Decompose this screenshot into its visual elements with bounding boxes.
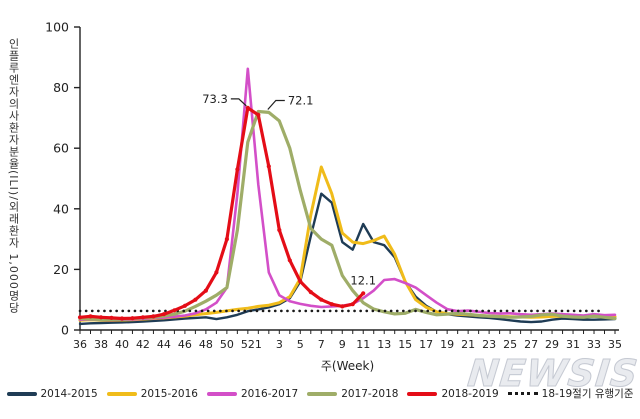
x-tick-label: 35 bbox=[608, 338, 622, 351]
series-line-2018-2019 bbox=[78, 106, 365, 321]
series-marker bbox=[350, 302, 355, 307]
y-tick-label: 60 bbox=[53, 141, 69, 156]
legend-swatch-2017-2018 bbox=[307, 391, 338, 396]
series-marker bbox=[109, 315, 114, 320]
series-marker bbox=[140, 315, 145, 320]
legend-label: 2014-2015 bbox=[40, 387, 98, 400]
x-tick-label: 42 bbox=[136, 338, 150, 351]
series-marker bbox=[193, 297, 198, 302]
series-marker bbox=[119, 316, 125, 321]
x-tick-label: 44 bbox=[157, 338, 171, 351]
series-marker bbox=[77, 315, 83, 320]
legend-item-2016-2017: 2016-2017 bbox=[206, 387, 299, 400]
x-tick-label: 46 bbox=[178, 338, 192, 351]
series-marker bbox=[235, 167, 240, 172]
x-tick-label: 21 bbox=[461, 338, 475, 351]
y-tick-label: 40 bbox=[53, 201, 69, 216]
series-marker bbox=[298, 279, 303, 284]
series-marker bbox=[151, 314, 156, 319]
series-line-2017-2018 bbox=[78, 109, 617, 321]
legend-item-2015-2016: 2015-2016 bbox=[106, 387, 198, 400]
y-tick-label: 0 bbox=[61, 323, 69, 338]
series-marker bbox=[361, 291, 366, 296]
series-marker bbox=[224, 237, 229, 242]
y-tick-label: 20 bbox=[53, 262, 69, 277]
series-marker bbox=[130, 316, 135, 321]
annotation-leader bbox=[230, 98, 247, 107]
x-tick-label: 27 bbox=[524, 338, 538, 351]
y-tick-label: 100 bbox=[45, 20, 69, 35]
legend-item-2014-2015: 2014-2015 bbox=[6, 387, 98, 400]
series-marker bbox=[245, 105, 250, 110]
series-marker bbox=[329, 302, 334, 307]
legend-item-2018-2019: 2018-2019 bbox=[407, 387, 499, 400]
x-tick-label: 1 bbox=[255, 338, 262, 351]
annotation-leader bbox=[267, 99, 285, 110]
series-marker bbox=[203, 288, 208, 293]
legend-swatch-2015-2016 bbox=[106, 391, 137, 396]
x-tick-label: 15 bbox=[398, 338, 412, 351]
x-tick-label: 36 bbox=[73, 338, 87, 351]
x-tick-label: 33 bbox=[587, 338, 601, 351]
x-tick-label: 19 bbox=[440, 338, 454, 351]
legend-label: 2015-2016 bbox=[140, 387, 198, 400]
x-tick-label: 25 bbox=[503, 338, 517, 351]
legend: 2014-2015 2015-2016 2016-2017 2017-2018 2018… bbox=[0, 386, 640, 401]
legend-label: 2016-2017 bbox=[240, 387, 299, 400]
series-marker bbox=[287, 258, 292, 263]
legend-label: 18-19절기 유행기준 bbox=[541, 388, 634, 400]
y-tick-label: 80 bbox=[53, 80, 69, 95]
series-marker bbox=[308, 290, 313, 295]
series-marker bbox=[266, 164, 271, 169]
legend-swatch-2018-2019 bbox=[407, 391, 438, 396]
annotation-73.3: 73.3 bbox=[202, 92, 228, 106]
y-axis-title: 인플루엔자의사환자분율(ILI)/외래환자 1,000명당 bbox=[7, 38, 20, 314]
legend-item-threshold: 18-19절기 유행기준 bbox=[507, 386, 634, 401]
x-tick-label: 23 bbox=[482, 338, 496, 351]
x-tick-label: 11 bbox=[356, 338, 370, 351]
x-tick-label: 40 bbox=[115, 338, 129, 351]
series-marker bbox=[182, 303, 187, 308]
annotation-72.1: 72.1 bbox=[288, 94, 314, 108]
legend-swatch-2014-2015 bbox=[6, 391, 37, 396]
legend-swatch-2016-2017 bbox=[206, 391, 237, 396]
x-tick-label: 5 bbox=[297, 338, 304, 351]
series-marker bbox=[277, 227, 282, 233]
legend-item-2017-2018: 2017-2018 bbox=[307, 388, 398, 400]
series-marker bbox=[98, 315, 104, 320]
series-marker bbox=[319, 297, 324, 302]
x-tick-label: 13 bbox=[377, 338, 391, 351]
legend-swatch-threshold bbox=[507, 392, 538, 395]
legend-label: 2017-2018 bbox=[341, 387, 399, 400]
series-marker bbox=[161, 312, 166, 317]
annotation-12.1: 12.1 bbox=[350, 273, 376, 287]
x-tick-label: 17 bbox=[419, 338, 433, 351]
x-axis-title: 주(Week) bbox=[320, 359, 375, 373]
series-line-2014-2015 bbox=[78, 192, 617, 326]
x-tick-label: 3 bbox=[276, 338, 283, 351]
x-tick-label: 31 bbox=[566, 338, 580, 351]
legend-label: 2018-2019 bbox=[441, 387, 499, 400]
x-tick-label: 50 bbox=[220, 338, 234, 351]
x-tick-label: 52 bbox=[241, 338, 255, 351]
x-tick-label: 7 bbox=[318, 338, 325, 351]
x-tick-label: 48 bbox=[199, 338, 213, 351]
series-marker bbox=[172, 308, 177, 313]
series-marker bbox=[340, 304, 345, 309]
series-marker bbox=[88, 314, 93, 319]
x-tick-label: 29 bbox=[545, 338, 559, 351]
series-line-2015-2016 bbox=[78, 165, 617, 322]
x-tick-label: 38 bbox=[94, 338, 108, 351]
series-marker bbox=[256, 112, 261, 117]
x-tick-label: 9 bbox=[339, 338, 346, 351]
series-marker bbox=[214, 270, 219, 275]
